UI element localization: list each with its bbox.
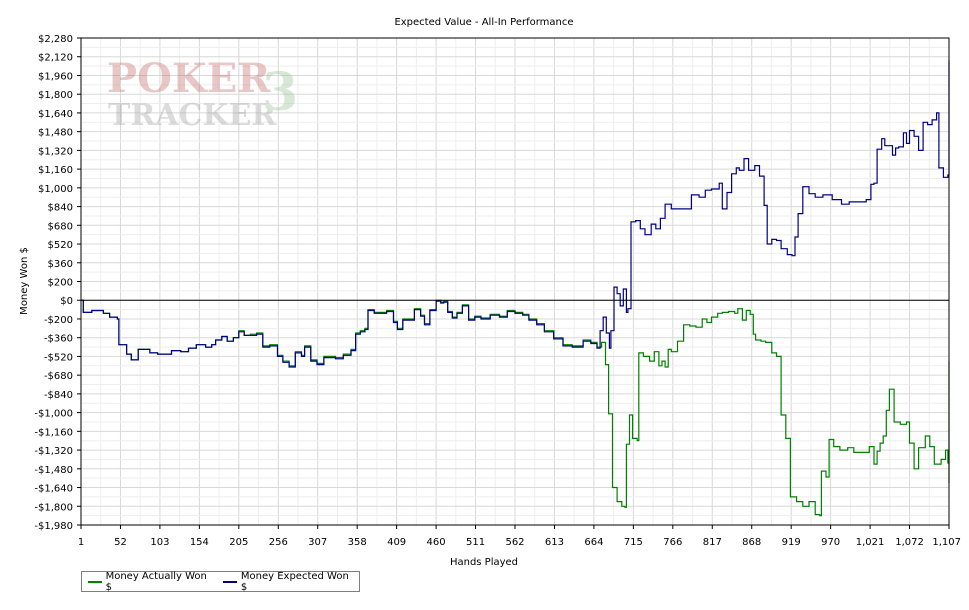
x-tick-label: 970: [821, 537, 840, 548]
legend-item-actual[interactable]: Money Actually Won $: [88, 571, 213, 593]
y-tick-label: $1,320: [38, 146, 73, 157]
y-tick-label: $2,120: [38, 53, 73, 64]
x-tick-label: 154: [190, 537, 209, 548]
x-tick-label: 1,021: [856, 537, 885, 548]
x-tick-label: 1,072: [895, 537, 924, 548]
chart-title: Expected Value - All-In Performance: [394, 17, 573, 28]
x-tick-label: 562: [505, 537, 524, 548]
y-tick-label: $1,160: [38, 165, 73, 176]
x-tick-label: 205: [229, 537, 248, 548]
x-axis: 1 52 103 154 205 256 307 358 409 460 511 562 613 664 7…: [78, 525, 961, 548]
x-tick-label: 460: [427, 537, 446, 548]
x-tick-label: 664: [584, 537, 603, 548]
legend-swatch-actual: [88, 580, 102, 583]
x-tick-label: 766: [663, 537, 682, 548]
y-tick-label: $680: [48, 221, 73, 232]
watermark-logo-text-2: TRACKER: [108, 98, 277, 133]
legend-label-expected: Money Expected Won $: [240, 570, 349, 593]
series-line-expected: [81, 60, 950, 368]
y-tick-label: -$1,000: [34, 409, 73, 420]
legend-swatch-expected: [223, 580, 237, 583]
y-tick-label: -$1,640: [34, 484, 73, 495]
y-tick-label: $1,000: [38, 184, 73, 195]
y-tick-label: -$360: [44, 334, 73, 345]
y-tick-label: -$1,160: [34, 427, 73, 438]
x-tick-label: 409: [387, 537, 406, 548]
x-tick-label: 868: [742, 537, 761, 548]
x-tick-label: 1,107: [932, 537, 961, 548]
y-tick-label: $200: [48, 278, 73, 289]
watermark-logo-3: 3: [262, 62, 298, 123]
x-tick-label: 511: [466, 537, 485, 548]
y-tick-label: $1,480: [38, 128, 73, 139]
x-tick-label: 919: [782, 537, 801, 548]
y-tick-label: -$840: [44, 390, 73, 401]
y-tick-label: $1,960: [38, 71, 73, 82]
y-axis-title: Money Won $: [19, 247, 30, 315]
y-tick-label: -$680: [44, 371, 73, 382]
legend: Money Actually Won $ Money Expected Won …: [81, 571, 360, 593]
y-tick-label: $360: [48, 259, 73, 270]
x-tick-label: 256: [269, 537, 288, 548]
x-axis-title: Hands Played: [450, 557, 518, 568]
x-tick-label: 103: [150, 537, 169, 548]
x-tick-label: 817: [703, 537, 722, 548]
legend-label-actual: Money Actually Won $: [105, 570, 207, 593]
y-tick-label: $520: [48, 240, 73, 251]
y-tick-label: -$200: [44, 315, 73, 326]
y-tick-label: -$1,980: [34, 521, 73, 532]
watermark-logo-text: POKER: [107, 55, 271, 102]
y-axis: $2,280 $2,120 $1,960 $1,800 $1,640 $1,480 $1,3…: [34, 34, 81, 532]
grid: [81, 38, 949, 525]
x-tick-label: 715: [624, 537, 643, 548]
y-tick-label: $0: [60, 296, 73, 307]
series-layer: [81, 60, 950, 517]
y-tick-label: -$1,800: [34, 502, 73, 513]
x-tick-label: 613: [545, 537, 564, 548]
x-tick-label: 1: [78, 537, 84, 548]
watermark: POKER TRACKER 3: [107, 55, 298, 133]
x-tick-label: 358: [348, 537, 367, 548]
legend-item-expected[interactable]: Money Expected Won $: [223, 571, 355, 593]
y-tick-label: -$520: [44, 352, 73, 363]
y-tick-label: $2,280: [38, 34, 73, 45]
y-tick-label: -$1,480: [34, 465, 73, 476]
x-tick-label: 307: [308, 537, 327, 548]
y-tick-label: $1,640: [38, 109, 73, 120]
x-tick-label: 52: [114, 537, 127, 548]
y-tick-label: -$1,320: [34, 446, 73, 457]
y-tick-label: $840: [48, 203, 73, 214]
y-tick-label: $1,800: [38, 90, 73, 101]
